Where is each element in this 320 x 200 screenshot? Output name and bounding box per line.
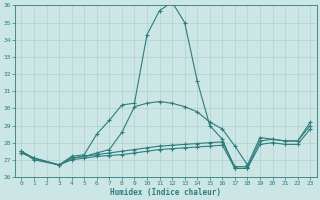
X-axis label: Humidex (Indice chaleur): Humidex (Indice chaleur) <box>110 188 221 197</box>
